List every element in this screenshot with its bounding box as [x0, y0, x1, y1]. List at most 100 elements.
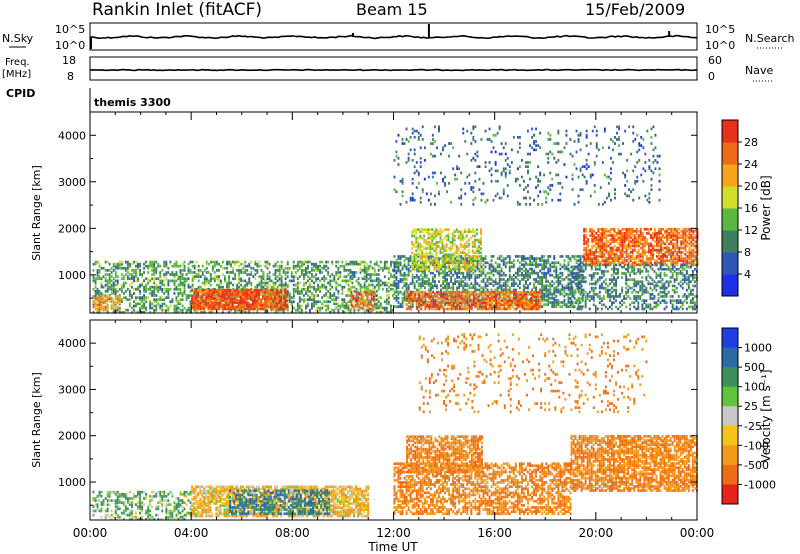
heatmap-cell	[549, 292, 552, 296]
heatmap-cell	[266, 299, 268, 302]
heatmap-cell	[469, 259, 472, 263]
heatmap-cell	[151, 264, 154, 268]
heatmap-cell	[442, 255, 444, 258]
heatmap-cell	[470, 282, 473, 285]
heatmap-cell	[255, 293, 258, 296]
heatmap-cell	[468, 290, 471, 294]
heatmap-cell	[307, 298, 309, 301]
heatmap-cell	[305, 310, 307, 314]
heatmap-cell	[442, 299, 445, 302]
heatmap-cell	[223, 307, 226, 311]
heatmap-cell	[486, 284, 489, 288]
heatmap-cell	[450, 261, 453, 265]
heatmap-cell	[623, 250, 626, 254]
heatmap-cell	[241, 303, 244, 307]
heatmap-cell	[531, 288, 533, 292]
heatmap-cell	[227, 290, 230, 294]
heatmap-cell	[597, 261, 600, 265]
heatmap-cell	[268, 275, 271, 278]
heatmap-cell	[135, 310, 137, 314]
heatmap-cell	[595, 257, 598, 260]
heatmap-cell	[662, 234, 664, 237]
heatmap-cell	[631, 227, 634, 231]
heatmap-cell	[474, 303, 477, 307]
heatmap-cell	[189, 260, 192, 264]
heatmap-cell	[296, 306, 299, 310]
heatmap-cell	[617, 236, 620, 239]
heatmap-cell	[609, 234, 612, 237]
heatmap-cell	[411, 301, 414, 304]
heatmap-cell	[227, 295, 230, 298]
heatmap-cell	[541, 305, 544, 308]
heatmap-cell	[343, 264, 346, 268]
heatmap-cell	[488, 278, 491, 281]
heatmap-cell	[431, 253, 434, 257]
heatmap-cell	[425, 255, 428, 259]
heatmap-cell	[181, 294, 184, 297]
heatmap-cell	[654, 232, 656, 235]
heatmap-cell	[315, 308, 317, 312]
heatmap-cell	[545, 284, 548, 288]
heatmap-cell	[517, 299, 520, 302]
heatmap-cell	[157, 302, 160, 306]
heatmap-cell	[401, 305, 404, 308]
heatmap-cell	[305, 266, 307, 270]
heatmap-cell	[658, 234, 660, 237]
heatmap-cell	[358, 299, 361, 302]
heatmap-cell	[405, 288, 408, 292]
heatmap-cell	[197, 275, 200, 278]
heatmap-cell	[122, 281, 125, 285]
heatmap-cell	[533, 259, 535, 262]
heatmap-cell	[100, 283, 103, 287]
heatmap-cell	[503, 297, 506, 300]
heatmap-cell	[494, 282, 497, 285]
heatmap-cell	[237, 307, 240, 311]
heatmap-cell	[296, 290, 299, 293]
beam-label: Beam 15	[356, 0, 428, 19]
heatmap-cell	[100, 307, 103, 311]
heatmap-cell	[593, 261, 596, 265]
heatmap-cell	[116, 262, 119, 266]
heatmap-cell	[607, 259, 610, 262]
heatmap-cell	[425, 247, 428, 250]
heatmap-cell	[438, 303, 441, 307]
heatmap-cell	[463, 253, 466, 257]
heatmap-cell	[305, 306, 307, 310]
heatmap-cell	[409, 282, 412, 285]
heatmap-cell	[315, 277, 317, 281]
heatmap-cell	[579, 292, 582, 296]
heatmap-cell	[495, 293, 498, 296]
heatmap-cell	[284, 266, 287, 270]
heatmap-cell	[525, 257, 527, 260]
heatmap-cell	[482, 263, 485, 267]
heatmap-cell	[191, 297, 194, 300]
heatmap-cell	[106, 290, 109, 293]
heatmap-cell	[272, 281, 275, 285]
heatmap-cell	[474, 286, 477, 290]
heatmap-cell	[621, 248, 624, 252]
heatmap-cell	[650, 255, 652, 258]
heatmap-cell	[450, 303, 453, 307]
heatmap-cell	[349, 290, 352, 293]
heatmap-cell	[427, 280, 430, 283]
heatmap-cell	[335, 264, 338, 268]
heatmap-cell	[303, 298, 305, 301]
heatmap-cell	[601, 246, 604, 250]
heatmap-cell	[232, 277, 234, 281]
heatmap-cell	[282, 301, 285, 305]
heatmap-cell	[446, 301, 449, 305]
heatmap-cell	[413, 286, 416, 290]
heatmap-cell	[539, 269, 542, 273]
heatmap-cell	[465, 234, 468, 238]
heatmap-cell	[266, 288, 268, 292]
heatmap-cell	[193, 299, 196, 302]
heatmap-cell	[591, 236, 594, 239]
heatmap-cell	[217, 305, 220, 309]
heatmap-cell	[387, 310, 390, 314]
heatmap-cell	[444, 284, 446, 288]
heatmap-cell	[472, 299, 475, 302]
heatmap-cell	[415, 288, 418, 292]
heatmap-cell	[405, 286, 408, 290]
heatmap-cell	[500, 288, 503, 292]
heatmap-cell	[345, 279, 348, 283]
